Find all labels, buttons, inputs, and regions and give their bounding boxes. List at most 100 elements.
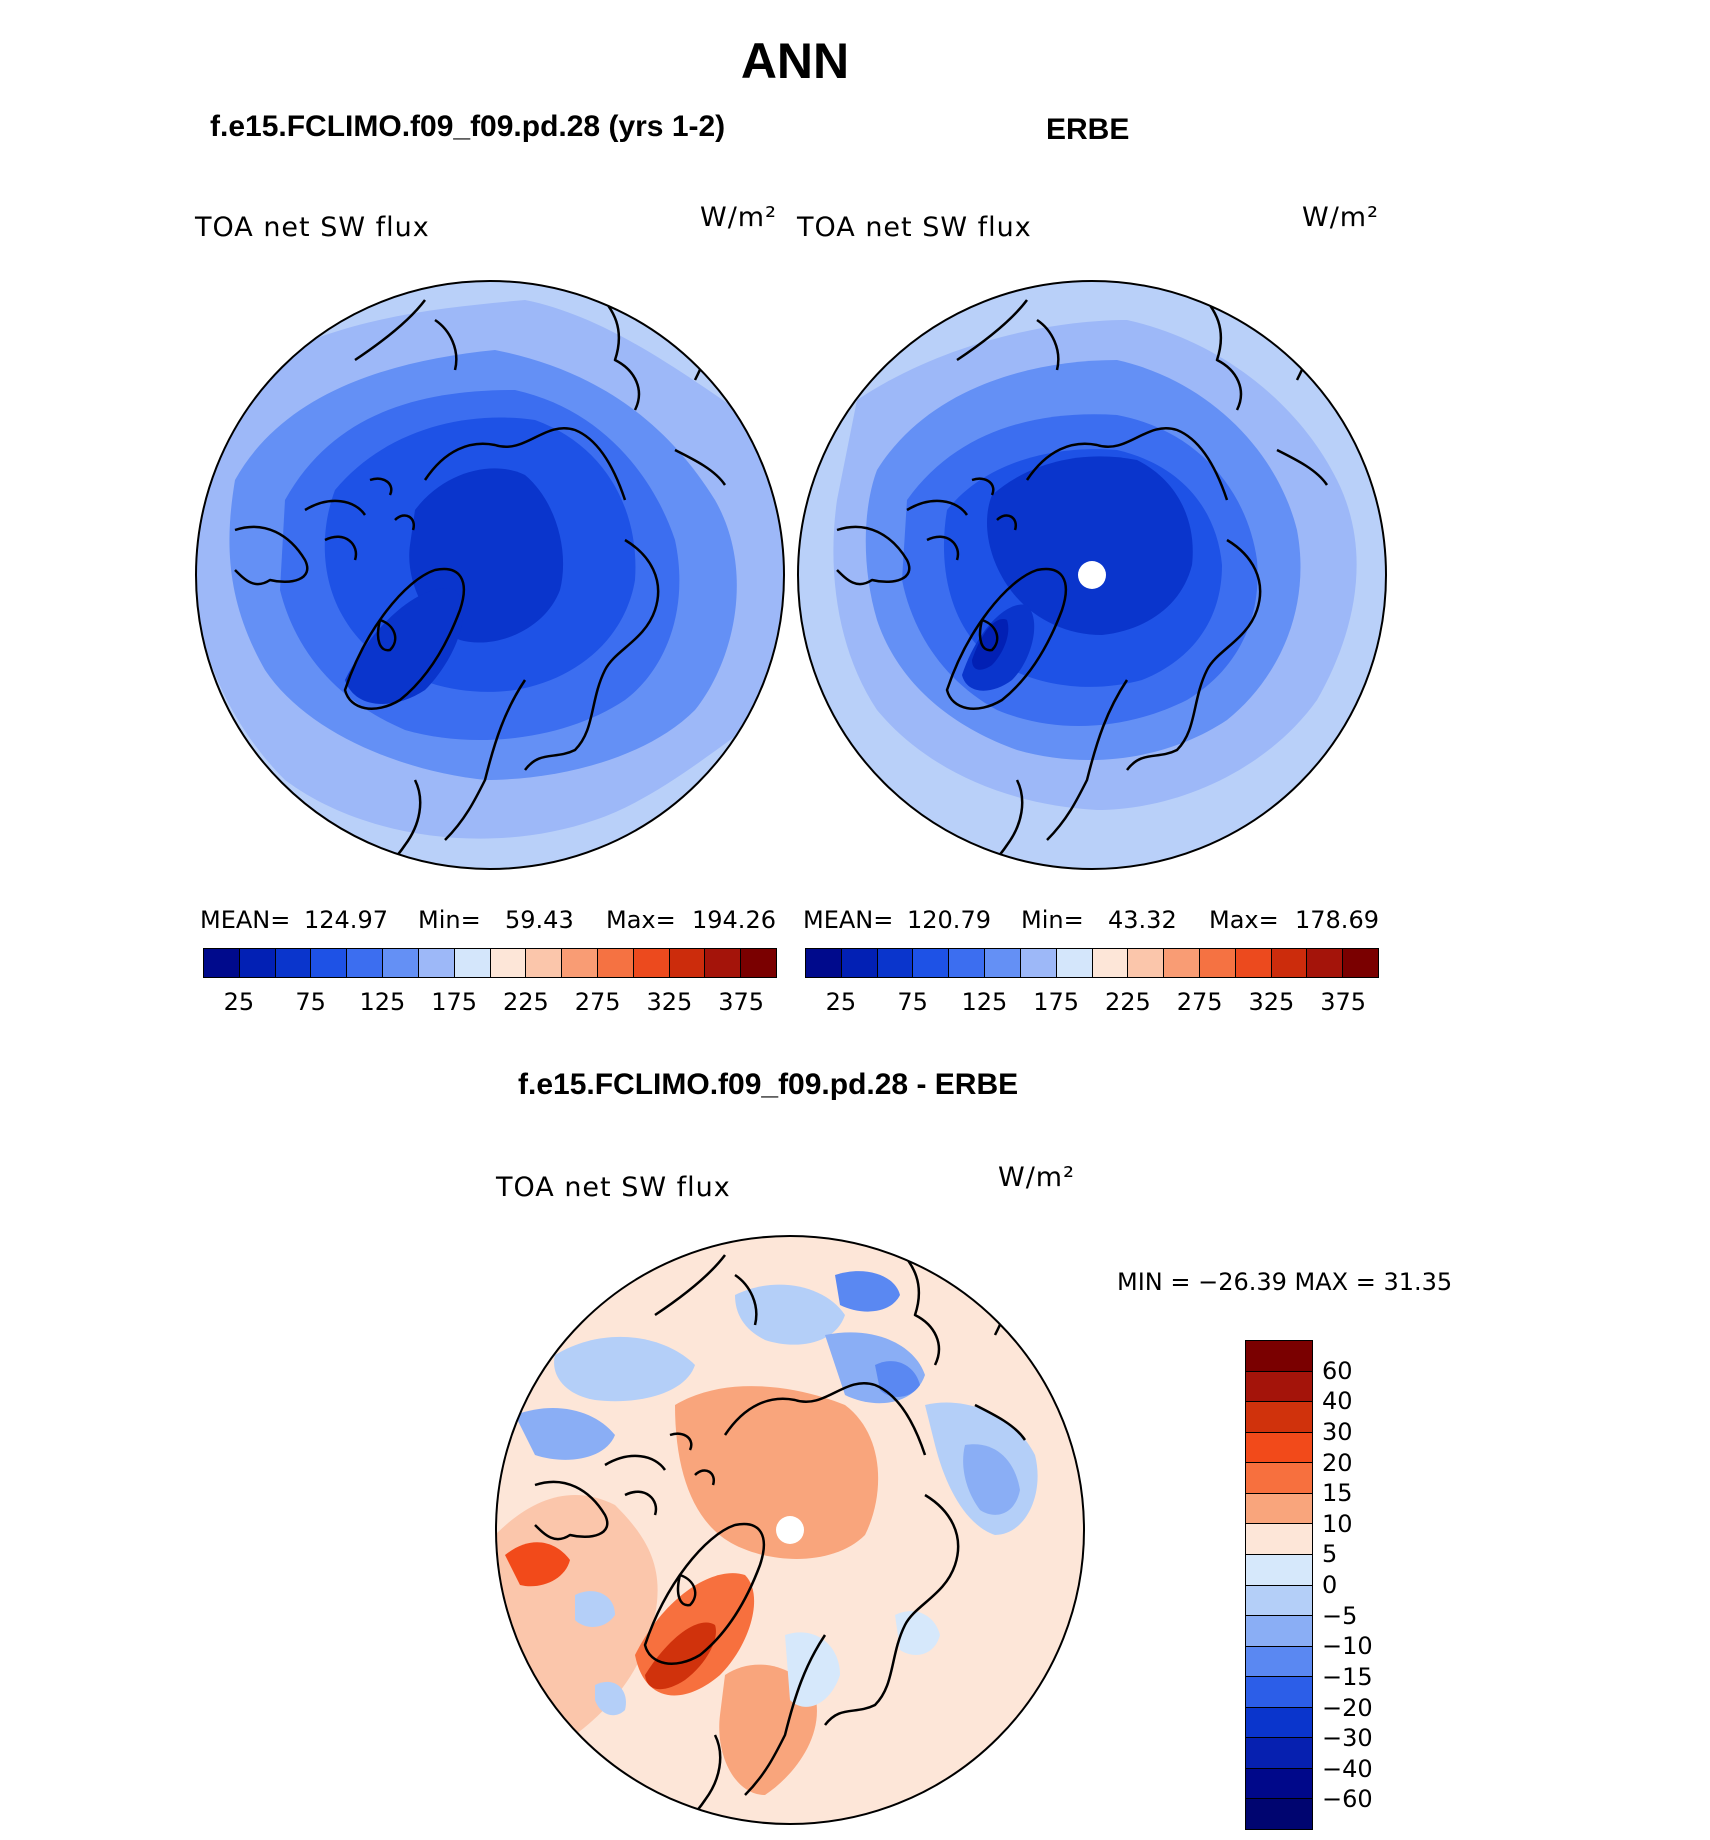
model-colorbar-tick-label: 75 [295, 988, 326, 1016]
obs-colorbar-ticks: 25 75 125 175 225 275 325 375 [805, 988, 1379, 1018]
diff-colorbar-swatch [1246, 1402, 1312, 1433]
diff-colorbar-tick-label: −40 [1322, 1754, 1373, 1783]
diff-colorbar-swatch [1246, 1493, 1312, 1525]
diff-colorbar-swatch [1246, 1585, 1312, 1617]
model-min-value: 59.43 [505, 906, 574, 934]
model-colorbar-swatch [669, 949, 706, 977]
obs-mean-label: MEAN= [803, 906, 894, 934]
diff-colorbar-tick-label: −30 [1322, 1724, 1373, 1753]
diff-colorbar-tick-label: −20 [1322, 1693, 1373, 1722]
diff-panel-title: f.e15.FCLIMO.f09_f09.pd.28 - ERBE [518, 1068, 1019, 1101]
diff-colorbar-tick-label: 60 [1322, 1356, 1353, 1385]
obs-colorbar-swatch [913, 949, 950, 977]
model-colorbar-tick-label: 275 [574, 988, 621, 1016]
obs-variable-label: TOA net SW flux [797, 212, 1032, 243]
obs-colorbar-tick-label: 75 [897, 988, 928, 1016]
diff-colorbar-ticks: 60 40 30 20 15 10 5 0 −5 −10 −15 −20 −30 −40 −60 [1322, 1340, 1402, 1830]
model-colorbar-swatch [562, 949, 598, 977]
model-units-label: W/m² [700, 202, 777, 233]
obs-mean-value: 120.79 [907, 906, 991, 934]
obs-contour-fill [798, 281, 1386, 869]
model-colorbar-swatch [705, 949, 742, 977]
diff-colorbar-tick-label: −15 [1322, 1662, 1373, 1691]
diff-colorbar-swatch [1246, 1768, 1312, 1800]
model-colorbar-swatch [597, 949, 634, 977]
obs-colorbar-tick-label: 225 [1104, 988, 1151, 1016]
diff-colorbar [1245, 1340, 1313, 1830]
model-colorbar-swatch [239, 949, 276, 977]
diff-colorbar-tick-label: 5 [1322, 1540, 1338, 1569]
diff-colorbar-swatch [1246, 1677, 1312, 1708]
model-colorbar-tick-label: 225 [502, 988, 549, 1016]
model-min-label: Min= [418, 906, 481, 934]
obs-colorbar [805, 948, 1379, 978]
diff-polar-map [495, 1235, 1085, 1825]
model-colorbar-swatch [633, 949, 670, 977]
model-variable-label: TOA net SW flux [195, 212, 430, 243]
obs-max-value: 178.69 [1295, 906, 1379, 934]
obs-colorbar-swatch [949, 949, 986, 977]
obs-colorbar-swatch [1235, 949, 1272, 977]
diff-colorbar-tick-label: −5 [1322, 1601, 1358, 1630]
obs-colorbar-swatch [806, 949, 842, 977]
model-colorbar-swatch [741, 949, 776, 977]
diff-variable-label: TOA net SW flux [496, 1172, 731, 1203]
obs-units-label: W/m² [1302, 202, 1379, 233]
obs-colorbar-tick-label: 375 [1320, 988, 1367, 1016]
model-colorbar-swatch [275, 949, 312, 977]
model-colorbar [203, 948, 777, 978]
model-mean-label: MEAN= [200, 906, 291, 934]
model-colorbar-tick-label: 375 [718, 988, 765, 1016]
diff-pole-mask [776, 1516, 804, 1544]
obs-colorbar-swatch [1199, 949, 1236, 977]
obs-colorbar-tick-label: 275 [1176, 988, 1223, 1016]
diff-colorbar-tick-label: 0 [1322, 1571, 1338, 1599]
obs-colorbar-swatch [1128, 949, 1165, 977]
obs-colorbar-tick-label: 325 [1248, 988, 1295, 1016]
model-colorbar-tick-label: 125 [359, 988, 406, 1016]
model-colorbar-swatch [454, 949, 491, 977]
obs-colorbar-swatch [1092, 949, 1129, 977]
model-colorbar-swatch [418, 949, 455, 977]
model-colorbar-swatch [347, 949, 384, 977]
obs-polar-map [797, 280, 1387, 870]
model-contour-fill [196, 281, 784, 869]
obs-colorbar-swatch [841, 949, 878, 977]
model-colorbar-tick-label: 25 [223, 988, 255, 1016]
model-mean-value: 124.97 [304, 906, 388, 934]
obs-colorbar-tick-label: 25 [825, 988, 857, 1016]
obs-colorbar-swatch [1164, 949, 1200, 977]
model-colorbar-swatch [383, 949, 419, 977]
model-panel-title: f.e15.FCLIMO.f09_f09.pd.28 (yrs 1-2) [210, 110, 726, 143]
diff-colorbar-tick-label: 20 [1322, 1448, 1353, 1477]
obs-colorbar-tick-label: 125 [961, 988, 1008, 1016]
obs-colorbar-swatch [1056, 949, 1093, 977]
obs-colorbar-swatch [985, 949, 1021, 977]
diff-coastlines [534, 1244, 1027, 1824]
model-colorbar-tick-label: 175 [431, 988, 478, 1016]
obs-colorbar-swatch [877, 949, 914, 977]
obs-colorbar-swatch [1271, 949, 1308, 977]
model-stats: MEAN= 124.97 Min= 59.43 Max= 194.26 [200, 906, 780, 936]
obs-colorbar-swatch [1020, 949, 1057, 977]
diff-colorbar-tick-label: 30 [1322, 1417, 1353, 1446]
diff-colorbar-tick-label: 15 [1322, 1479, 1353, 1508]
obs-pole-mask [1078, 561, 1106, 589]
model-max-label: Max= [606, 906, 676, 934]
model-max-value: 194.26 [692, 906, 776, 934]
figure-title: ANN [740, 33, 850, 89]
diff-colorbar-swatch [1246, 1341, 1312, 1372]
diff-colorbar-tick-label: −60 [1322, 1785, 1373, 1814]
model-colorbar-swatch [204, 949, 240, 977]
diff-colorbar-tick-label: −10 [1322, 1632, 1373, 1661]
model-colorbar-swatch [490, 949, 527, 977]
diff-colorbar-tick-label: 10 [1322, 1509, 1353, 1538]
obs-stats: MEAN= 120.79 Min= 43.32 Max= 178.69 [803, 906, 1383, 936]
diff-colorbar-swatch [1246, 1554, 1312, 1586]
obs-min-label: Min= [1021, 906, 1084, 934]
diff-colorbar-swatch [1246, 1616, 1312, 1647]
model-colorbar-swatch [311, 949, 348, 977]
obs-panel-title: ERBE [1046, 113, 1130, 146]
diff-colorbar-swatch [1246, 1799, 1312, 1829]
diff-colorbar-swatch [1246, 1371, 1312, 1403]
